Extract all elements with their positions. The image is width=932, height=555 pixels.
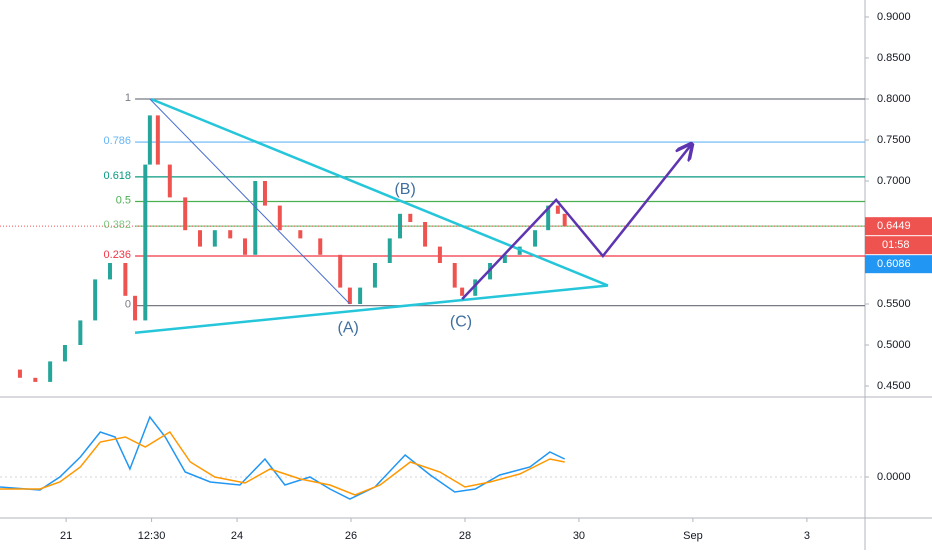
candle: [17, 369, 22, 378]
candle: [198, 230, 203, 247]
fib-label: 0.618: [104, 170, 132, 182]
candle: [253, 180, 258, 255]
trendline: [149, 98, 351, 305]
x-tick-label: 12:30: [138, 530, 166, 542]
macd-line: [0, 430, 565, 496]
candle: [546, 205, 551, 231]
candle: [437, 246, 442, 263]
candle: [143, 164, 148, 321]
y-tick-label: 0.7500: [877, 134, 911, 146]
candle: [183, 197, 188, 231]
candle: [228, 230, 233, 239]
candle: [473, 279, 478, 296]
countdown-label: 01:58: [882, 239, 910, 251]
candle: [243, 238, 248, 255]
countdown-badge: [865, 236, 932, 255]
candle: [298, 230, 303, 239]
y-tick-label: 0.8000: [877, 93, 911, 105]
candle: [398, 213, 403, 239]
candle: [147, 115, 152, 165]
candle: [262, 180, 267, 206]
candle: [155, 115, 160, 165]
trendline: [134, 284, 609, 334]
y-tick-label: 0.5500: [877, 298, 911, 310]
y-tick-label: 0.8500: [877, 52, 911, 64]
price-badge: [865, 217, 932, 236]
candle: [133, 295, 138, 321]
y-tick-label: 0.4500: [877, 380, 911, 392]
macd-y-tick-label: 0.0000: [877, 471, 911, 483]
candle: [338, 254, 343, 288]
candle: [167, 164, 172, 198]
macd-line: [0, 415, 566, 500]
fib-label: 0.5: [116, 194, 131, 206]
candle: [387, 238, 392, 263]
candle: [347, 287, 352, 305]
candle: [562, 213, 567, 227]
y-tick-label: 0.7000: [877, 175, 911, 187]
y-tick-label: 0.5000: [877, 339, 911, 351]
trendline: [150, 97, 609, 287]
candle: [48, 361, 53, 382]
candle: [78, 320, 83, 346]
projection-arrow: [461, 144, 692, 300]
candle: [502, 254, 507, 263]
fib-label: 0.382: [104, 219, 132, 231]
fib-label: 0.236: [104, 249, 132, 261]
candle: [358, 287, 363, 305]
candle: [123, 262, 128, 296]
x-tick-label: 24: [231, 530, 243, 542]
candle: [555, 205, 560, 214]
candle: [533, 230, 538, 247]
fib-label: 0: [125, 299, 131, 311]
wave-label: (B): [394, 181, 415, 198]
wave-label: (A): [338, 319, 359, 336]
y-tick-label: 0.9000: [877, 11, 911, 23]
candle: [33, 377, 38, 382]
candle: [423, 221, 428, 247]
x-tick-label: 3: [804, 530, 810, 542]
candle: [318, 238, 323, 255]
fib-label: 0.786: [104, 135, 132, 147]
candle: [408, 213, 413, 222]
fib-label: 1: [125, 92, 131, 104]
candle: [460, 287, 465, 296]
price-badge: [865, 255, 932, 274]
candle: [93, 279, 98, 321]
x-tick-label: Sep: [683, 530, 703, 542]
wave-label: (C): [450, 313, 472, 330]
candle: [62, 345, 67, 362]
x-tick-label: 30: [573, 530, 585, 542]
x-tick-label: 21: [60, 530, 72, 542]
x-tick-label: 28: [459, 530, 471, 542]
x-tick-label: 26: [345, 530, 357, 542]
candle: [107, 262, 112, 280]
candle: [212, 230, 217, 247]
candle: [372, 262, 377, 288]
candle: [277, 205, 282, 231]
price-badge-label: 0.6449: [877, 220, 911, 232]
price-badge-label: 0.6086: [877, 258, 911, 270]
candle: [452, 262, 457, 288]
